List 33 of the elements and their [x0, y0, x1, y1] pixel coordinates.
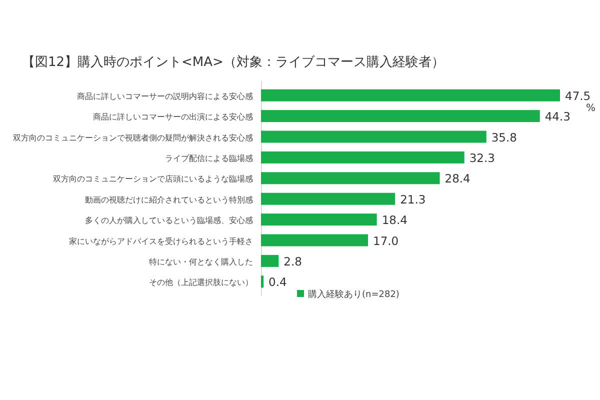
bar	[261, 276, 264, 288]
bar	[261, 214, 377, 226]
data-label: 21.3	[400, 192, 426, 206]
data-label: 32.3	[469, 150, 495, 165]
y-tick-label: 家にいながらアドバイスを受けられるという手軽さ	[69, 236, 253, 246]
y-tick-label: 多くの人が購入しているという臨場感、安心感	[85, 216, 253, 226]
bar	[261, 234, 368, 246]
data-label: 2.8	[284, 254, 302, 268]
bar	[261, 151, 464, 164]
legend-label: 購入経験あり(n=282)	[308, 289, 400, 300]
y-tick-label: 商品に詳しいコマーサーの出演による安心感	[93, 112, 253, 122]
y-tick-label: 双方向のコミュニケーションで店頭にいるような臨場感	[53, 174, 253, 184]
bar	[261, 89, 560, 102]
y-tick-label: その他（上記選択肢にない）	[149, 278, 253, 288]
data-label: 44.3	[544, 110, 570, 124]
bar	[261, 110, 540, 122]
chart-title: 【図12】購入時のポイント<MA>（対象：ライブコマース購入経験者）	[22, 54, 444, 70]
y-tick-label: 商品に詳しいコマーサーの説明内容による安心感	[77, 92, 253, 101]
bar	[261, 172, 440, 184]
y-tick-label: 特にない・何となく購入した	[149, 257, 253, 266]
data-label: 47.5	[565, 88, 591, 103]
data-label: 35.8	[491, 130, 517, 144]
y-tick-label: 双方向のコミュニケーションで視聴者側の疑問が解決される安心感	[13, 133, 253, 142]
bar	[261, 130, 486, 143]
bar	[261, 254, 279, 267]
data-label: 17.0	[373, 234, 399, 248]
y-tick-label: ライブ配信による臨場感	[165, 154, 253, 163]
y-tick-label: 動画の視聴だけに紹介されているという特別感	[85, 195, 253, 204]
bar	[261, 192, 396, 205]
data-label: 0.4	[268, 275, 287, 290]
data-label: 28.4	[444, 172, 470, 186]
data-label: 18.4	[382, 213, 408, 228]
text: %	[586, 103, 596, 114]
